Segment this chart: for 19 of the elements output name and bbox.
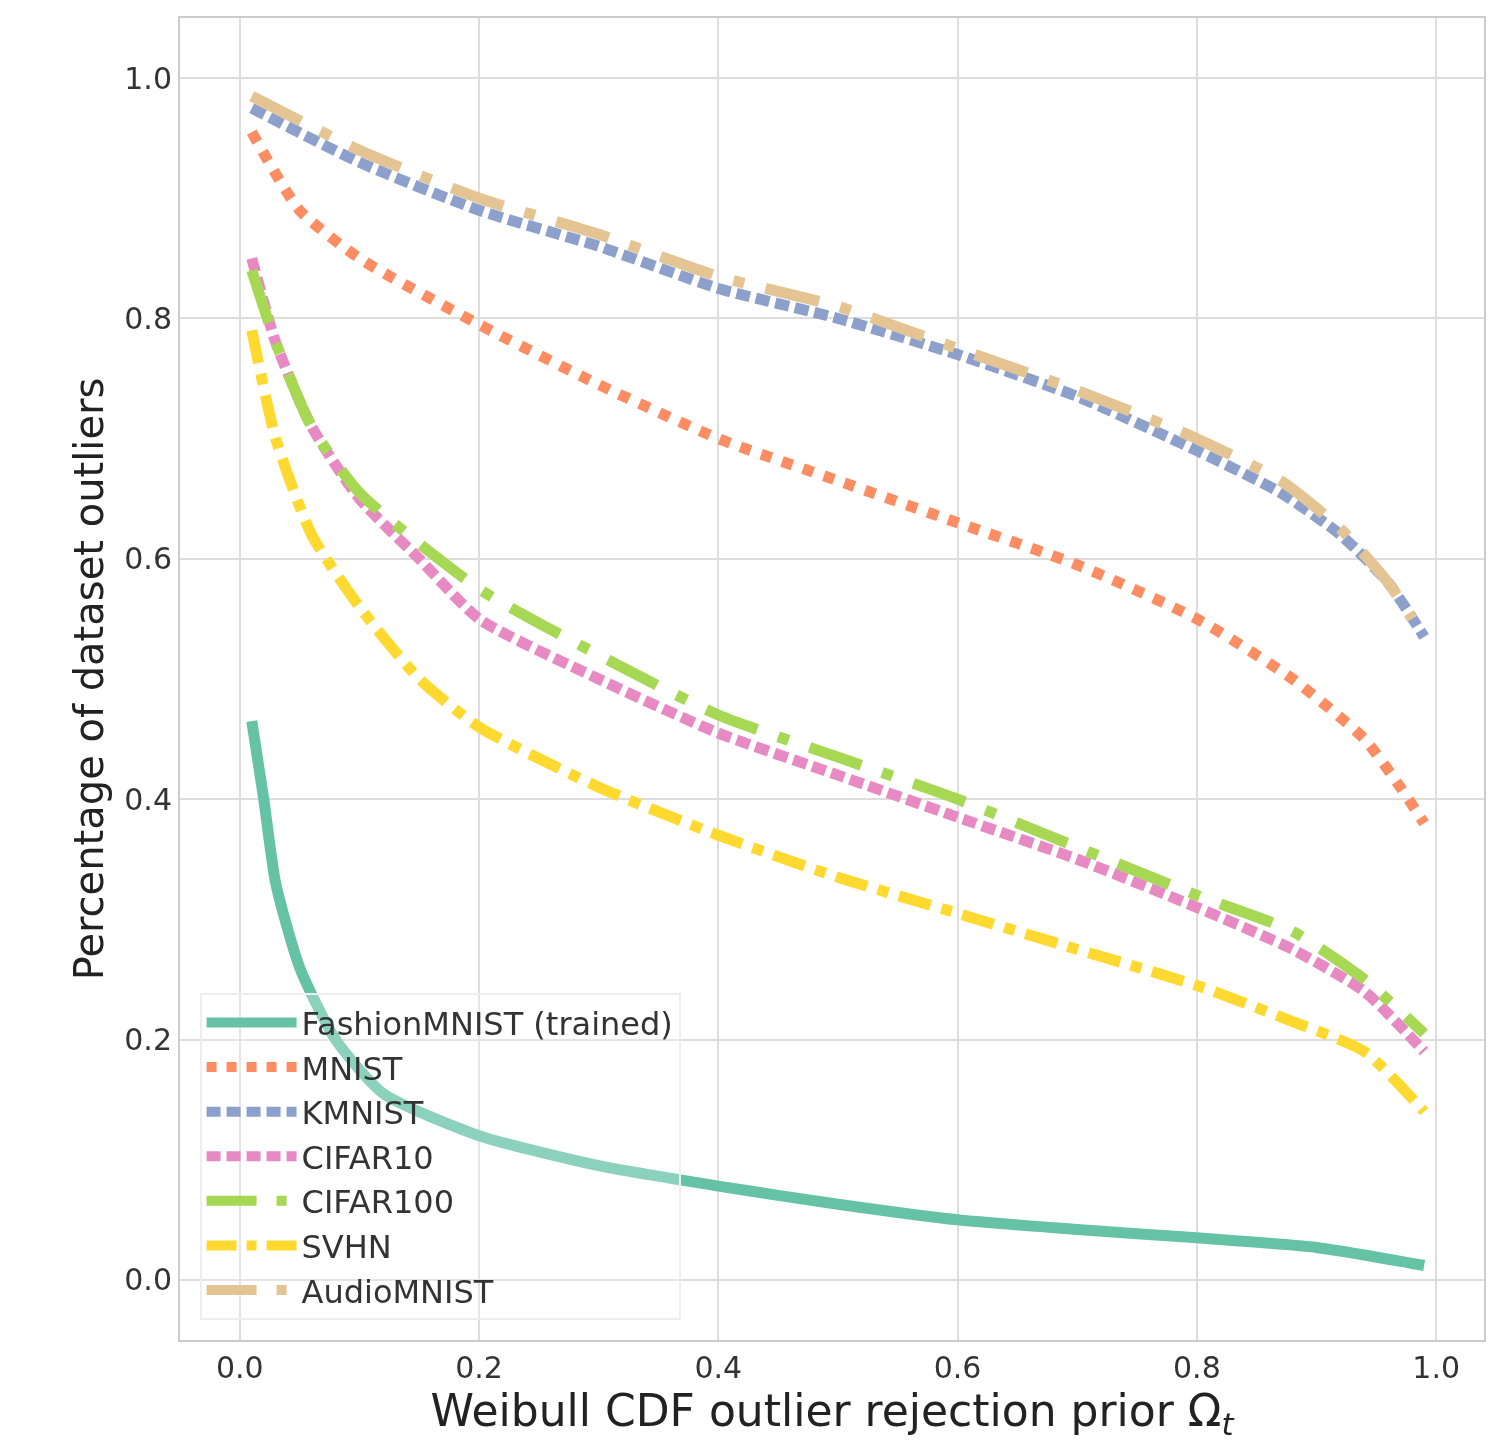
y-tick-label: 0.8: [124, 300, 172, 336]
x-tick-label: 0.8: [1173, 1350, 1221, 1385]
legend-label: KMNIST: [301, 1094, 424, 1133]
y-tick-label: 0.4: [124, 781, 172, 817]
legend-label: AudioMNIST: [301, 1272, 494, 1311]
x-tick-label: 0.4: [694, 1350, 743, 1385]
x-tick-label: 1.0: [1412, 1350, 1461, 1385]
x-tick-label: 0.0: [215, 1350, 264, 1385]
x-tick-label: 0.6: [933, 1350, 982, 1385]
y-tick-label: 0.6: [124, 541, 172, 577]
y-tick-label: 0.0: [124, 1262, 172, 1298]
legend-label: CIFAR100: [301, 1183, 455, 1222]
y-tick-label: 1.0: [124, 60, 172, 96]
x-axis-title: Weibull CDF outlier rejection prior Ω$_{t}$: [430, 1385, 1236, 1443]
y-tick-label: 0.2: [124, 1022, 172, 1058]
x-tick-label: 0.2: [455, 1350, 503, 1385]
legend-label: SVHN: [301, 1227, 392, 1266]
y-axis-title: Percentage of dataset outliers: [66, 377, 113, 981]
legend-label: CIFAR10: [301, 1138, 434, 1177]
